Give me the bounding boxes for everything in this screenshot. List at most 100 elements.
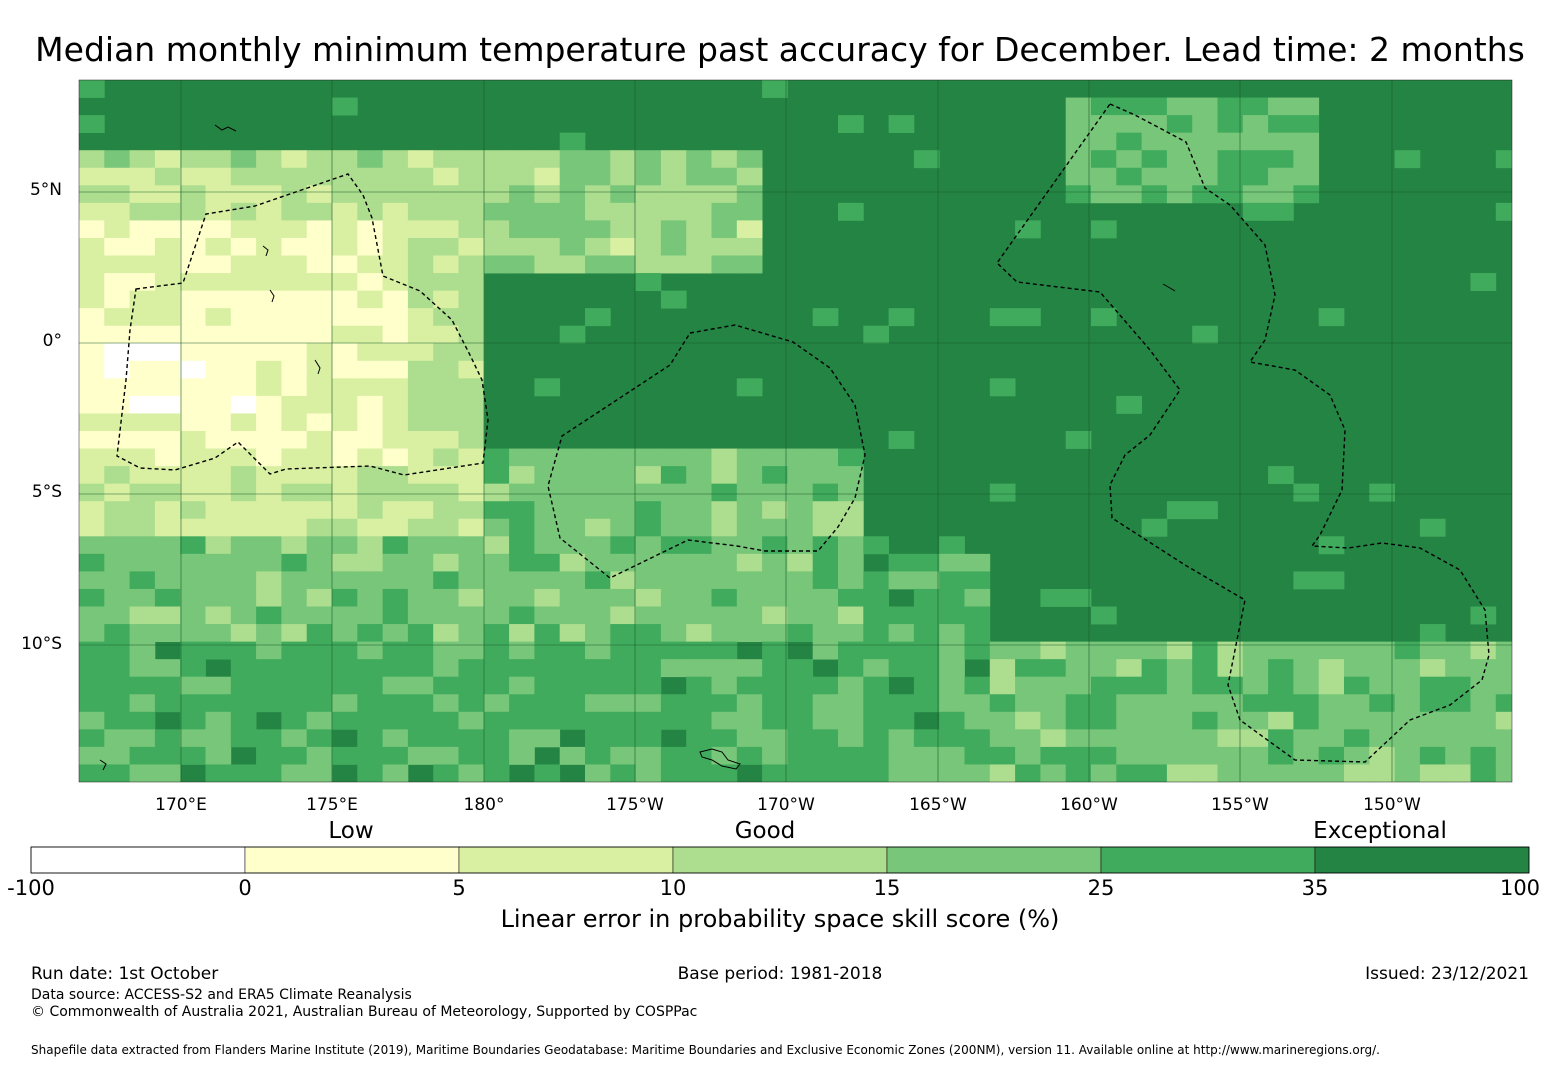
grid-cell — [610, 711, 636, 730]
grid-cell — [357, 167, 383, 186]
grid-cell — [989, 764, 1016, 782]
colorbar-segment — [672, 846, 888, 874]
grid-cell — [483, 624, 510, 642]
grid-cell — [433, 273, 459, 291]
grid-cell — [1470, 659, 1497, 678]
grid-cell — [129, 325, 156, 344]
grid-cell — [154, 431, 181, 449]
grid-cell — [1091, 694, 1117, 713]
grid-cell — [1065, 676, 1092, 695]
grid-cell — [762, 536, 788, 555]
grid-cell — [79, 308, 105, 327]
grid-cell — [888, 606, 915, 625]
grid-cell — [357, 413, 383, 432]
grid-cell — [1268, 132, 1294, 151]
grid-cell — [610, 150, 636, 169]
grid-cell — [585, 588, 611, 607]
grid-cell — [939, 606, 965, 625]
colorbar-segments — [30, 846, 1530, 874]
grid-cell — [787, 746, 814, 765]
grid-cell — [306, 150, 333, 169]
grid-cell — [180, 255, 206, 274]
grid-cell — [357, 448, 383, 467]
grid-cell — [964, 746, 991, 765]
grid-cell — [332, 483, 358, 502]
grid-cell — [407, 325, 434, 344]
grid-cell — [736, 606, 763, 625]
grid-cell — [433, 378, 459, 397]
grid-cell — [483, 571, 510, 590]
grid-cell — [509, 694, 535, 713]
grid-cell — [509, 606, 535, 625]
grid-cell — [281, 659, 308, 678]
grid-cell — [559, 167, 586, 186]
grid-cell — [382, 290, 409, 309]
grid-cell — [230, 606, 257, 625]
grid-cell — [230, 483, 257, 502]
grid-cell — [635, 676, 662, 695]
grid-cell — [180, 308, 206, 327]
grid-cell — [838, 729, 864, 748]
grid-cell — [433, 237, 459, 256]
grid-cell — [256, 606, 282, 625]
grid-cell — [711, 185, 738, 204]
grid-cell — [205, 431, 232, 449]
grid-cell — [888, 711, 915, 730]
grid-cell — [154, 202, 181, 221]
grid-cell — [1369, 676, 1395, 695]
grid-cell — [585, 694, 611, 713]
grid-cell — [104, 676, 130, 695]
grid-cell — [458, 764, 485, 782]
grid-cell — [483, 501, 510, 520]
grid-cell — [281, 431, 308, 449]
grid-cell — [1419, 694, 1446, 713]
grid-cell — [433, 150, 459, 169]
grid-cell — [382, 273, 409, 291]
grid-cell — [989, 659, 1016, 678]
grid-cell — [281, 501, 308, 520]
grid-cell — [1445, 764, 1471, 782]
grid-cell — [1217, 694, 1244, 713]
grid-cell — [129, 711, 156, 730]
grid-cell — [1318, 711, 1345, 730]
grid-cell — [281, 290, 308, 309]
grid-cell — [79, 150, 105, 169]
grid-cell — [1344, 694, 1370, 713]
grid-cell — [863, 641, 889, 660]
grid-cell — [1394, 746, 1421, 765]
lon-label-160w: 160°W — [1060, 795, 1118, 815]
grid-cell — [382, 641, 409, 660]
grid-cell — [1166, 694, 1193, 713]
grid-cell — [1445, 711, 1471, 730]
grid-cell — [281, 395, 308, 414]
grid-cell — [812, 448, 839, 467]
grid-cell — [458, 448, 485, 467]
grid-cell — [180, 273, 206, 291]
grid-cell — [483, 518, 510, 537]
grid-cell — [306, 343, 333, 362]
grid-cell — [256, 571, 282, 590]
grid-cell — [762, 746, 788, 765]
grid-cell — [433, 518, 459, 537]
grid-cell — [79, 588, 105, 607]
colorbar-category-good: Good — [734, 818, 796, 844]
grid-cell — [787, 518, 814, 537]
grid-cell — [989, 378, 1016, 397]
grid-cell — [762, 729, 788, 748]
grid-cell — [1318, 764, 1345, 782]
grid-cell — [483, 237, 510, 256]
grid-cell — [256, 273, 282, 291]
grid-cell — [939, 536, 965, 555]
grid-cell — [1369, 729, 1395, 748]
grid-cell — [1268, 746, 1294, 765]
grid-cell — [509, 220, 535, 239]
grid-cell — [559, 501, 586, 520]
grid-cell — [635, 202, 662, 221]
grid-cell — [1065, 588, 1092, 607]
grid-cell — [660, 746, 687, 765]
grid-cell — [787, 483, 814, 502]
grid-cell — [1217, 185, 1244, 204]
lon-label-150w: 150°W — [1363, 795, 1421, 815]
grid-cell — [306, 325, 333, 344]
grid-cell — [559, 202, 586, 221]
